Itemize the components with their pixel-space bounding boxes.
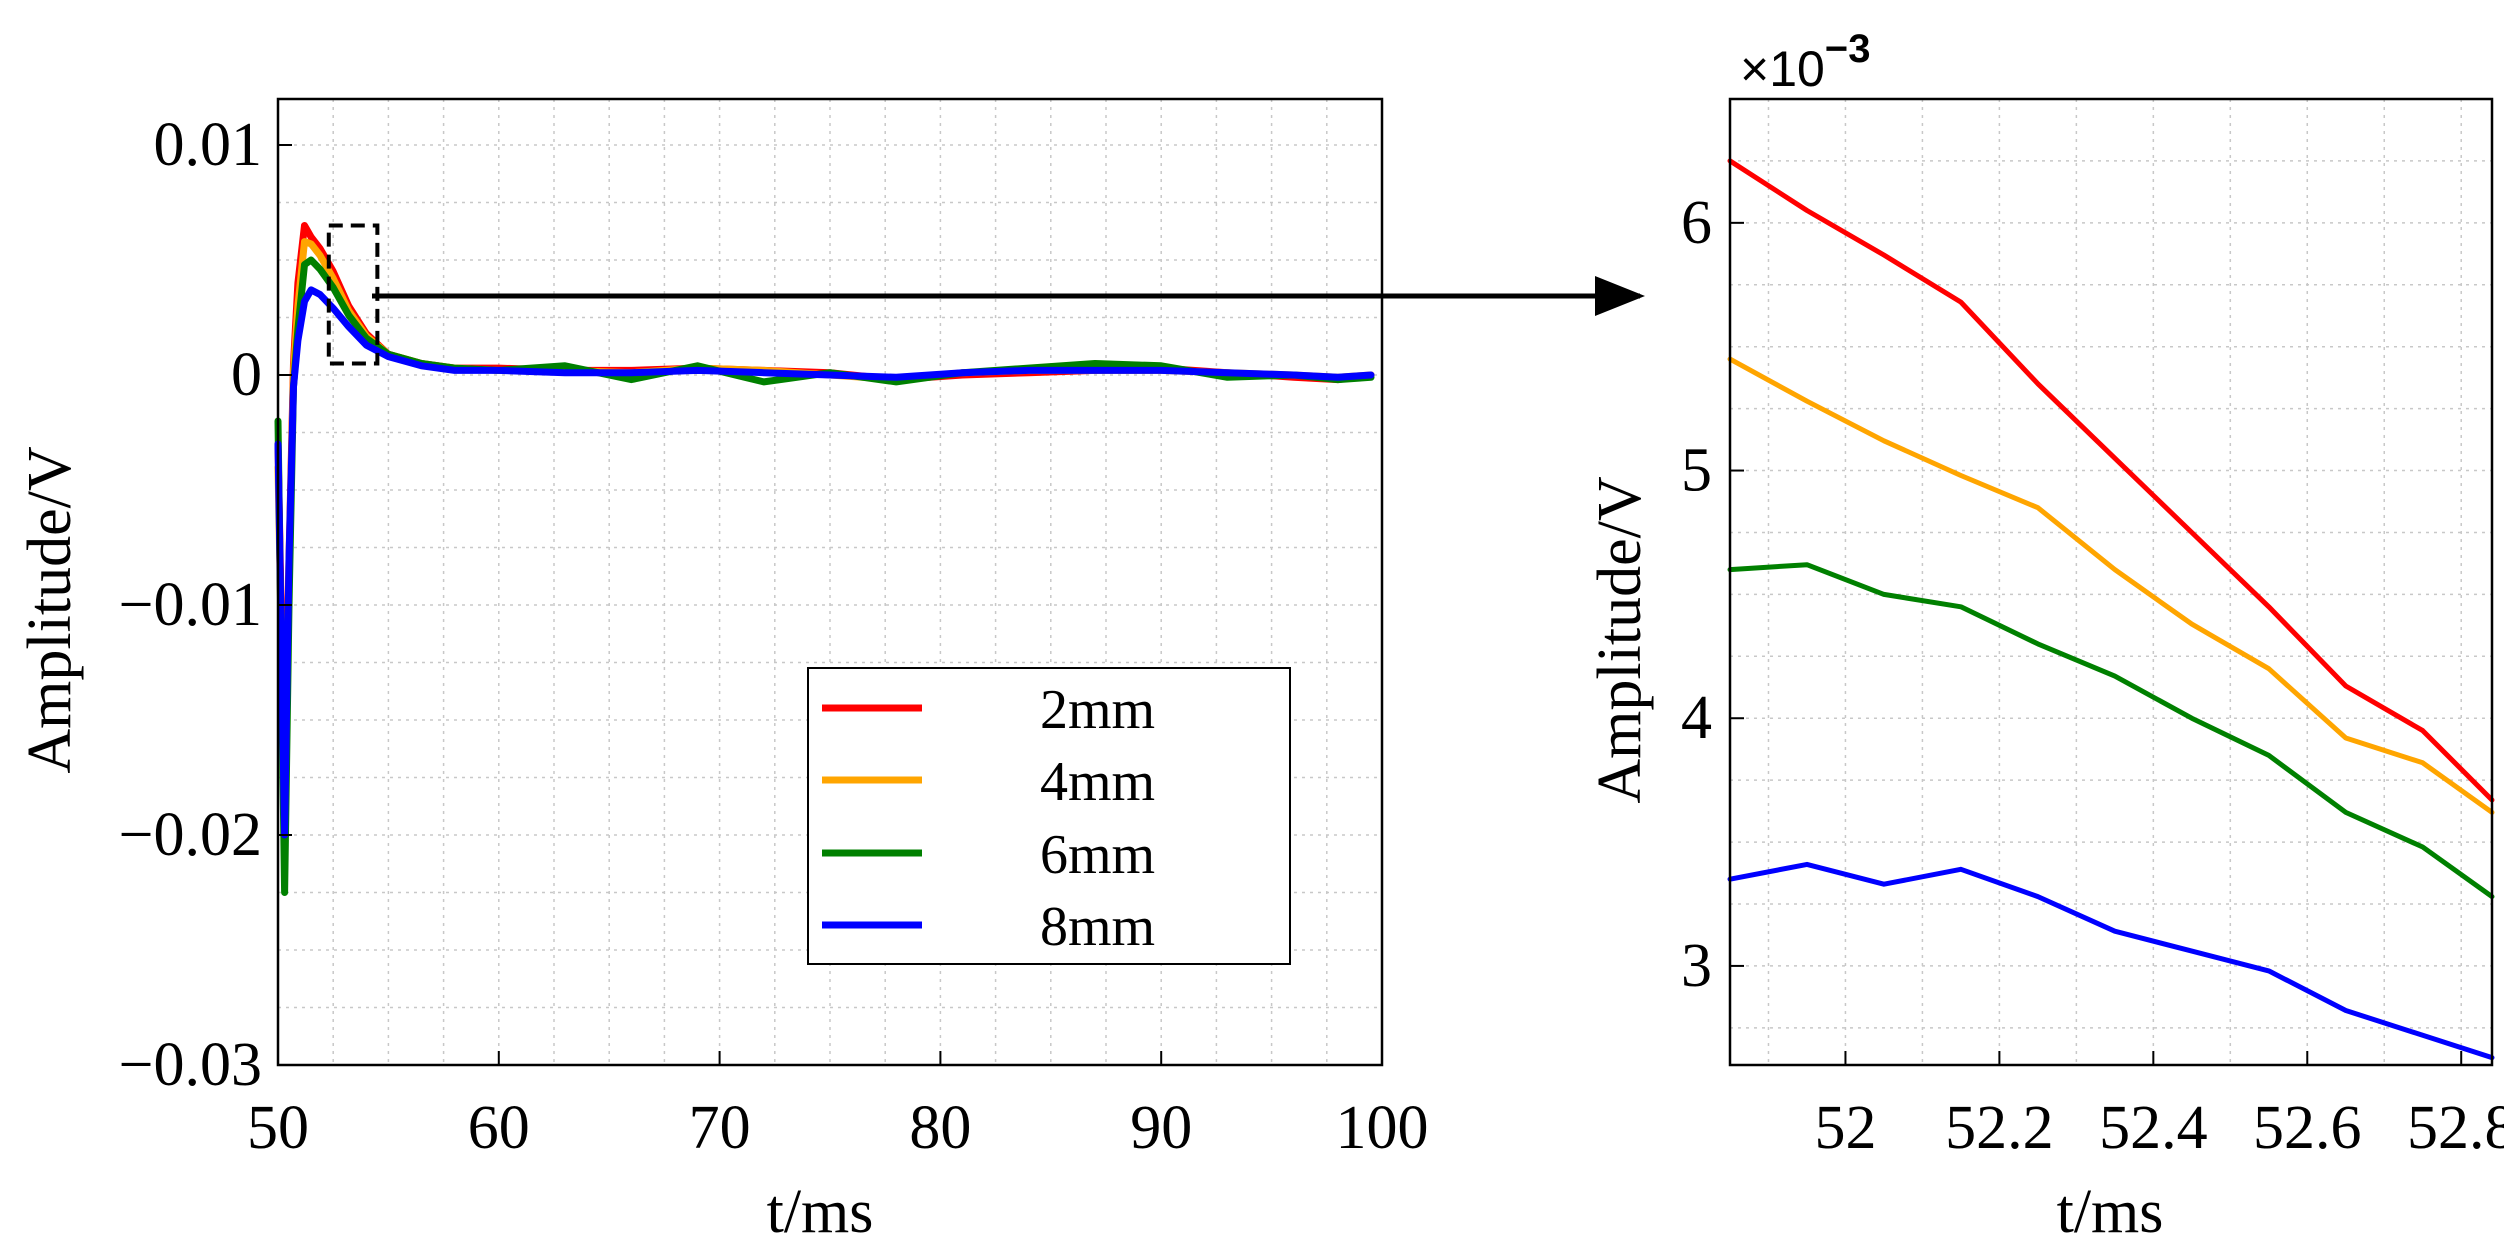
legend-label-2mm: 2mm [1040, 679, 1155, 741]
main-y-axis-label: Amplitude/V [16, 446, 84, 773]
zoom-grid [1730, 98, 2492, 1065]
legend-label-6mm: 6mm [1040, 824, 1155, 886]
main-grid [277, 99, 1383, 1066]
zoom-y-tick-label-6: 6 [1681, 189, 1712, 257]
legend-label-8mm: 8mm [1040, 896, 1155, 958]
legend-box [807, 667, 1291, 965]
zoom-series-2mm [1727, 158, 2495, 803]
zoom-exponent-base: ×10 [1740, 41, 1825, 97]
main-series-8mm [274, 286, 1375, 839]
main-x-axis-label: t/ms [767, 1178, 874, 1246]
zoom-x-tick-label-52: 52 [1814, 1094, 1876, 1162]
legend-label-4mm: 4mm [1040, 751, 1155, 813]
main-x-tick-label-90: 90 [1130, 1094, 1192, 1162]
zoom-y-tick-label-4: 4 [1681, 684, 1712, 752]
main-x-tick-label-60: 60 [468, 1094, 530, 1162]
main-y-tick-label-0-01: 0.01 [154, 111, 263, 179]
zoom-exponent-label: ×10−3 [1740, 27, 1870, 97]
zoom-series-6mm [1727, 562, 2495, 900]
main-x-tick-label-70: 70 [689, 1094, 751, 1162]
main-ticks: 50 60 70 80 90 100 0.01 0 −0.01 −0.02 −0.03 [119, 111, 1429, 1162]
main-x-tick-label-80: 80 [909, 1094, 971, 1162]
main-series-group [274, 222, 1375, 896]
zoom-plot: 52 52.2 52.4 52.6 52.8 3 4 5 6 ×10−3 t/ms Amplit… [1586, 27, 2504, 1246]
zoom-exponent-power: −3 [1825, 27, 1871, 71]
main-x-tick-label-100: 100 [1336, 1094, 1429, 1162]
zoom-ticks: 52 52.2 52.4 52.6 52.8 3 4 5 6 [1681, 189, 2504, 1162]
main-y-tick-label-0-02: −0.02 [119, 801, 262, 869]
main-y-tick-label-0: 0 [231, 341, 262, 409]
main-y-tick-label-0-01: −0.01 [119, 571, 262, 639]
main-y-tick-label-0-03: −0.03 [119, 1031, 262, 1099]
zoom-x-axis-label: t/ms [2057, 1178, 2164, 1246]
zoom-x-tick-label-52-4: 52.4 [2099, 1094, 2208, 1162]
zoom-y-tick-label-3: 3 [1681, 932, 1712, 1000]
zoom-y-tick-label-5: 5 [1681, 437, 1712, 505]
zoom-series-group [1727, 158, 2495, 1061]
legend: 2mm 4mm 6mm 8mm [807, 667, 1291, 965]
zoom-x-tick-label-52-6: 52.6 [2253, 1094, 2362, 1162]
zoom-plot-frame [1728, 97, 2494, 1067]
zoom-x-tick-label-52-8: 52.8 [2407, 1094, 2504, 1162]
zoom-x-tick-label-52-2: 52.2 [1945, 1094, 2054, 1162]
main-x-tick-label-50: 50 [247, 1094, 309, 1162]
main-plot-frame [276, 97, 1384, 1067]
zoom-series-4mm [1727, 356, 2495, 815]
zoom-series-8mm [1727, 861, 2495, 1061]
zoom-y-axis-label: Amplitude/V [1586, 476, 1654, 803]
zoom-plot-area [1730, 99, 2492, 1065]
main-plot: 50 60 70 80 90 100 0.01 0 −0.01 −0.02 −0.03 2mm 4m… [16, 97, 1429, 1246]
